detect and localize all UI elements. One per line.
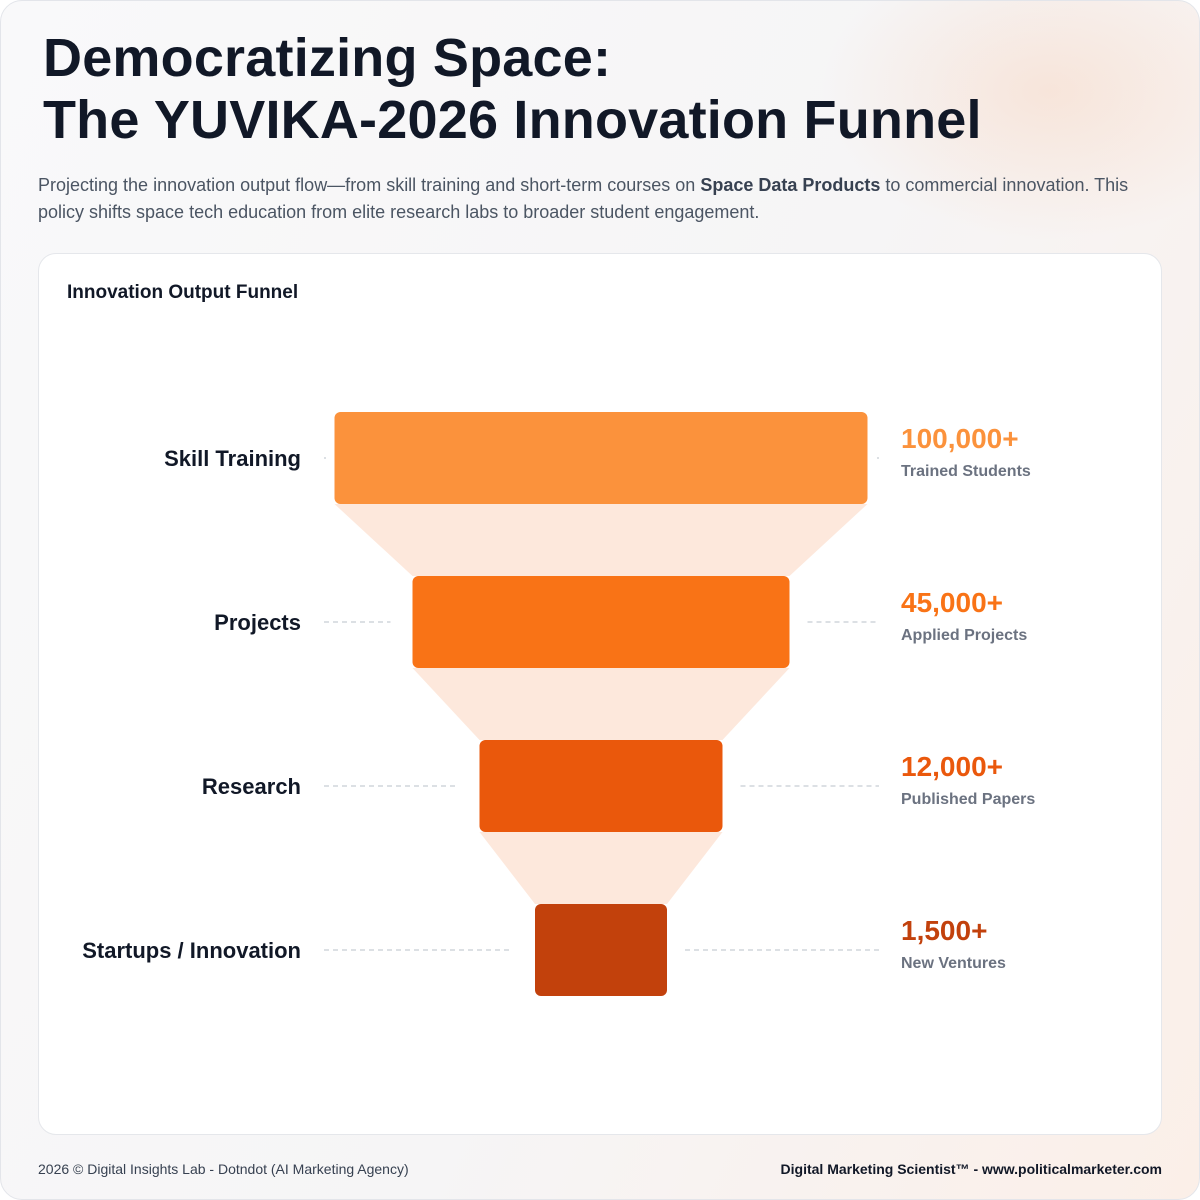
stage-label: Research bbox=[202, 774, 301, 799]
footer-copyright: 2026 © Digital Insights Lab - Dotndot (A… bbox=[38, 1161, 409, 1177]
stage-label: Skill Training bbox=[164, 446, 301, 471]
subtitle-highlight: Space Data Products bbox=[700, 175, 881, 195]
funnel-bar bbox=[479, 740, 723, 832]
title-line-1: Democratizing Space: bbox=[43, 28, 612, 88]
stage-value: 45,000+ bbox=[901, 587, 1003, 618]
funnel-bar bbox=[334, 412, 868, 504]
stage-sublabel: Published Papers bbox=[901, 791, 1035, 808]
stage-sublabel: Trained Students bbox=[901, 463, 1031, 480]
page-subtitle: Projecting the innovation output flow—fr… bbox=[38, 172, 1168, 226]
decorative-glow bbox=[819, 1, 1199, 241]
funnel-connector bbox=[412, 668, 790, 740]
card-title: Innovation Output Funnel bbox=[67, 282, 299, 303]
title-line-2: The YUVIKA-2026 Innovation Funnel bbox=[43, 90, 982, 150]
stage-label: Startups / Innovation bbox=[82, 938, 301, 963]
funnel-connector bbox=[479, 832, 723, 904]
stage-value: 1,500+ bbox=[901, 915, 987, 946]
stage-value: 12,000+ bbox=[901, 751, 1003, 782]
footer-credit: Digital Marketing Scientist™ - www.polit… bbox=[780, 1161, 1162, 1177]
subtitle-text-start: Projecting the innovation output flow—fr… bbox=[38, 175, 701, 195]
stage-sublabel: New Ventures bbox=[901, 955, 1006, 972]
stage-label: Projects bbox=[214, 610, 301, 635]
subtitle-text-end: to commercial innovation. This policy sh… bbox=[38, 175, 1129, 222]
funnel-chart: Skill Training 100,000+ Trained Students Pr… bbox=[82, 412, 1035, 996]
stage-value: 100,000+ bbox=[901, 423, 1019, 454]
stage-sublabel: Applied Projects bbox=[901, 627, 1027, 644]
page-title: Democratizing Space: The YUVIKA-2026 Inn… bbox=[43, 27, 982, 151]
funnel-connector bbox=[334, 504, 868, 576]
funnel-card: Innovation Output Funnel Skill Training 1… bbox=[38, 253, 1162, 1135]
funnel-bar bbox=[412, 576, 790, 668]
funnel-bar bbox=[535, 904, 667, 996]
